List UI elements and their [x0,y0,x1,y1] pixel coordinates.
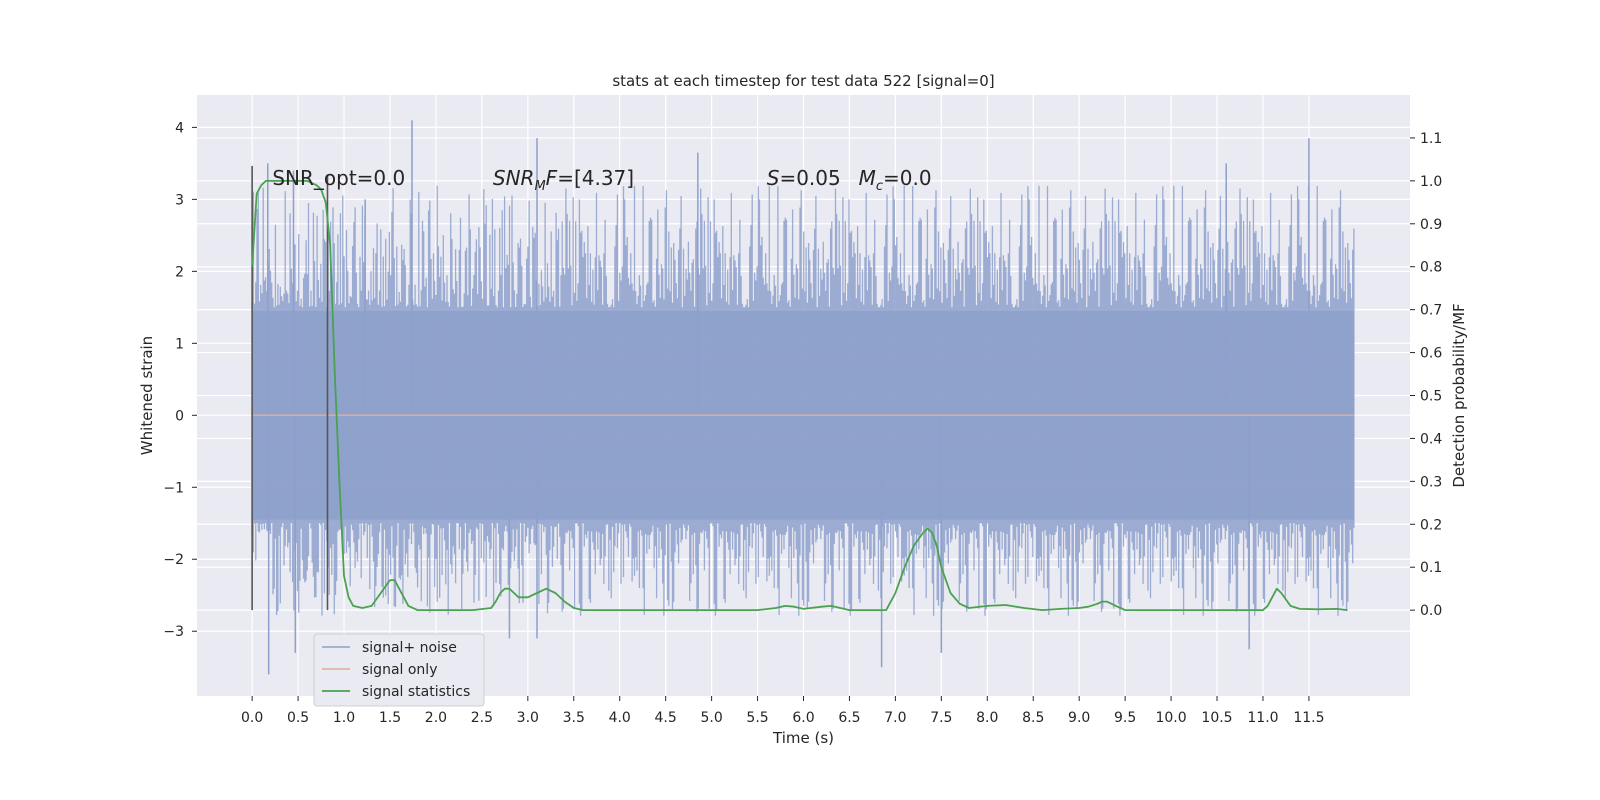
y-tick-label-right: 0.1 [1420,560,1442,576]
x-tick-label: 0.5 [287,710,309,726]
legend-label-signal-statistics: signal statistics [362,684,470,700]
x-tick-label: 10.5 [1201,710,1232,726]
plot-content [251,120,1355,675]
legend: signal+ noise signal only signal statist… [313,633,485,707]
x-tick-label: 5.5 [746,710,768,726]
y-tick-label-left: 3 [175,192,184,208]
y-axis-left-ticks: 4 3 2 1 0 −1 −2 −3 [163,120,197,640]
x-tick-label: 2.5 [471,710,493,726]
y-tick-label-right: 0.4 [1420,431,1442,447]
x-tick-label: 7.0 [884,710,906,726]
x-tick-label: 1.0 [333,710,355,726]
annotation-snr-mf: SNRMF=[4.37] [493,166,634,194]
x-tick-label: 9.5 [1114,710,1136,726]
x-axis-title: Time (s) [772,729,834,747]
annotation-snr-mf-f: F [546,166,558,190]
y-tick-label-right: 0.9 [1420,217,1442,233]
x-tick-label: 0.0 [241,710,263,726]
annotation-s-label: S [767,166,780,190]
y-axis-right-title: Detection probability/MF [1450,303,1468,487]
x-tick-label: 3.5 [563,710,585,726]
annotation-s: S=0.05 [767,166,841,190]
x-tick-label: 1.5 [379,710,401,726]
x-tick-label: 3.0 [517,710,539,726]
y-tick-label-right: 0.8 [1420,260,1442,276]
legend-label-signal-noise: signal+ noise [362,640,457,656]
annotation-snr-mf-prefix: SNR [493,166,535,190]
chart-title: stats at each timestep for test data 522… [612,72,994,90]
legend-label-signal-only: signal only [362,662,437,678]
y-axis-right-ticks: 1.1 1.0 0.9 0.8 0.7 0.6 0.5 0.4 0.3 0.2 0.1 0.0 [1410,131,1442,619]
annotation-mc-sub: c [876,179,883,194]
x-tick-label: 8.5 [1022,710,1044,726]
annotation-mc-label: M [859,166,876,190]
series-signal-statistics-line [251,180,1348,611]
x-tick-label: 5.0 [700,710,722,726]
y-tick-label-right: 0.0 [1420,603,1442,619]
annotation-mc: Mc=0.0 [859,166,932,194]
legend-box [313,633,485,707]
y-tick-label-left: −3 [163,624,184,640]
x-tick-label: 6.0 [792,710,814,726]
x-tick-label: 11.0 [1247,710,1278,726]
y-tick-label-right: 0.5 [1420,389,1442,405]
y-tick-label-left: 4 [175,120,184,136]
annotation-s-value: =0.05 [779,166,840,190]
annotation-snr-opt: SNR_opt=0.0 [272,166,405,190]
annotation-mc-value: =0.0 [883,166,932,190]
x-tick-label: 2.0 [425,710,447,726]
y-axis-left-title: Whitened strain [138,336,156,455]
y-tick-label-right: 1.1 [1420,131,1442,147]
annotation-snr-mf-sub: M [534,179,545,194]
y-tick-label-left: 1 [175,336,184,352]
x-tick-label: 9.0 [1068,710,1090,726]
y-tick-label-left: 0 [175,408,184,424]
x-tick-label: 4.5 [655,710,677,726]
x-tick-label: 11.5 [1293,710,1324,726]
annotation-snr-mf-value: =[4.37] [557,166,634,190]
x-axis-ticks: 0.0 0.5 1.0 1.5 2.0 2.5 3.0 3.5 4.0 4.5 5.0 5.5 6.0 6… [241,696,1325,726]
x-tick-label: 7.5 [930,710,952,726]
y-tick-label-right: 0.3 [1420,474,1442,490]
x-tick-label: 4.0 [609,710,631,726]
vertical-markers [251,165,329,611]
x-tick-label: 6.5 [838,710,860,726]
y-tick-label-left: 2 [175,264,184,280]
y-tick-label-right: 1.0 [1420,174,1442,190]
y-tick-label-right: 0.2 [1420,517,1442,533]
y-tick-label-left: −2 [163,552,184,568]
y-tick-label-right: 0.7 [1420,303,1442,319]
x-tick-label: 8.0 [976,710,998,726]
x-tick-label: 10.0 [1155,710,1186,726]
y-tick-label-right: 0.6 [1420,346,1442,362]
y-tick-label-left: −1 [163,480,184,496]
